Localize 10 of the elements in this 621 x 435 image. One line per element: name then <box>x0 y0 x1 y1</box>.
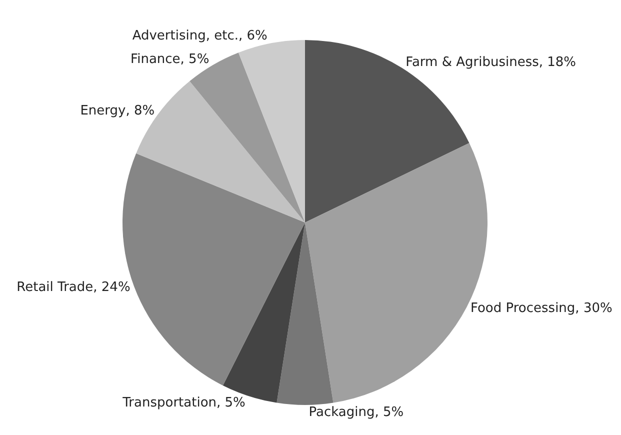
slice-label: Transportation, 5% <box>122 396 246 411</box>
slice-label: Finance, 5% <box>130 52 210 67</box>
pie-slice <box>190 52 305 222</box>
slice-label: Retail Trade, 24% <box>16 280 130 295</box>
pie-slice <box>276 222 334 405</box>
slice-label: Advertising, etc., 6% <box>132 28 268 44</box>
slice-label: Farm & Agribusiness, 18% <box>406 54 576 70</box>
slice-label: Food Processing, 30% <box>470 301 612 316</box>
slice-label: Packaging, 5% <box>308 405 404 420</box>
slice-label: Energy, 8% <box>80 104 155 119</box>
